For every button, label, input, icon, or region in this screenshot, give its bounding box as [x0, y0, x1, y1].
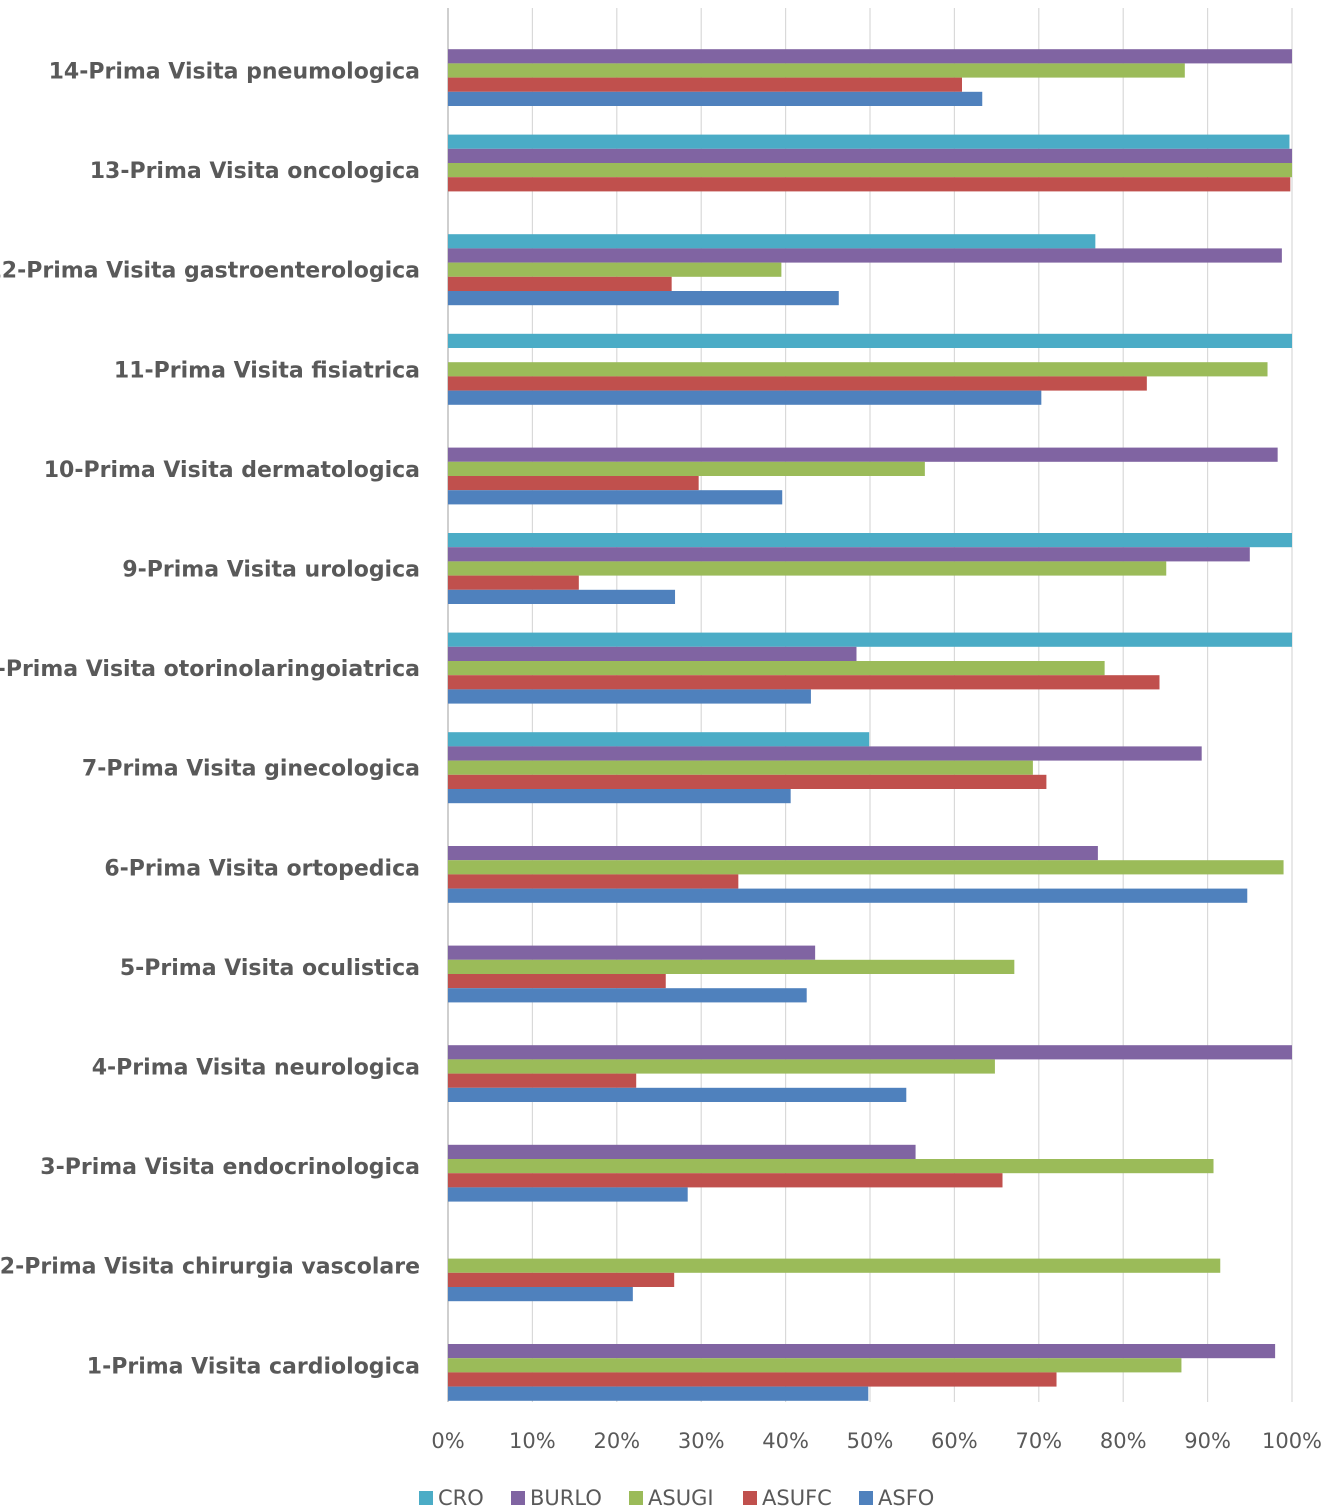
category-label: 7-Prima Visita ginecologica [82, 757, 420, 782]
bar-asfo [448, 1287, 633, 1302]
bar-asufc [448, 974, 666, 989]
legend-label-cro: CRO [438, 1486, 484, 1510]
bar-asugi [448, 760, 1033, 775]
bar-asugi [448, 1258, 1221, 1273]
bar-burlo [448, 646, 857, 661]
category-label: 1-Prima Visita cardiologica [87, 1354, 420, 1379]
bar-cro [448, 533, 1292, 548]
legend-label-burlo: BURLO [530, 1486, 602, 1510]
x-axis-ticks: 0% 10% 20% 30% 40% 50% 60% 70% 80% 90% 100% [431, 1429, 1322, 1453]
bar-asufc [448, 874, 739, 889]
bar-asugi [448, 1358, 1182, 1373]
bar-asfo [448, 291, 839, 306]
x-tick-label: 60% [931, 1429, 978, 1453]
category-label: 14-Prima Visita pneumologica [49, 60, 420, 85]
bar-burlo [448, 945, 816, 960]
legend-label-asufc: ASUFC [762, 1486, 832, 1510]
bar-asugi [448, 262, 782, 277]
category-label: 2-Prima Visita chirurgia vascolare [0, 1255, 420, 1280]
bar-burlo [448, 846, 1098, 861]
bar-asfo [448, 1187, 688, 1202]
x-tick-label: 30% [678, 1429, 725, 1453]
x-tick-label: 10% [509, 1429, 556, 1453]
bar-asfo [448, 1087, 907, 1102]
bar-burlo [448, 148, 1292, 163]
category-label: 13-Prima Visita oncologica [90, 159, 420, 184]
bar-asugi [448, 661, 1105, 676]
x-tick-label: 50% [847, 1429, 894, 1453]
legend-label-asugi: ASUGI [648, 1486, 714, 1510]
category-label: 10-Prima Visita dermatologica [44, 458, 420, 483]
bar-asufc [448, 1073, 637, 1088]
bar-cro [448, 333, 1292, 348]
category-label: 6-Prima Visita ortopedica [104, 856, 420, 881]
bar-asugi [448, 461, 925, 476]
bar-asufc [448, 376, 1147, 391]
bar-asfo [448, 91, 983, 106]
legend-swatch-burlo [511, 1491, 525, 1505]
category-label: 9-Prima Visita urologica [122, 558, 420, 583]
bar-asugi [448, 1059, 995, 1074]
legend-swatch-asfo [859, 1491, 873, 1505]
bar-burlo [448, 1344, 1276, 1359]
bar-burlo [448, 248, 1282, 263]
category-label: 4-Prima Visita neurologica [92, 1056, 420, 1081]
bar-asfo [448, 789, 791, 804]
bar-asugi [448, 561, 1167, 576]
bar-cro [448, 234, 1096, 249]
bar-cro [448, 134, 1290, 149]
bar-asufc [448, 77, 962, 92]
bar-asufc [448, 476, 699, 491]
x-tick-label: 40% [762, 1429, 809, 1453]
bar-asfo [448, 689, 811, 704]
bar-asugi [448, 163, 1292, 178]
bar-asufc [448, 276, 672, 291]
bar-asufc [448, 177, 1291, 192]
bar-burlo [448, 447, 1278, 462]
bar-asugi [448, 1159, 1214, 1174]
x-tick-label: 80% [1100, 1429, 1147, 1453]
bar-asufc [448, 1372, 1057, 1387]
x-tick-label: 100% [1262, 1429, 1322, 1453]
bar-asugi [448, 959, 1015, 974]
legend-label-asfo: ASFO [878, 1486, 934, 1510]
bar-burlo [448, 746, 1202, 761]
bar-asufc [448, 575, 579, 590]
x-tick-label: 70% [1015, 1429, 1062, 1453]
bar-asufc [448, 1173, 1003, 1188]
bar-asufc [448, 774, 1047, 789]
category-labels: 14-Prima Visita pneumologica 13-Prima Vis… [0, 60, 420, 1380]
bar-cro [448, 732, 870, 747]
bar-burlo [448, 49, 1292, 64]
category-label: 12-Prima Visita gastroenterologica [0, 259, 420, 284]
legend-swatch-cro [419, 1491, 433, 1505]
bar-asfo [448, 490, 783, 505]
bar-asfo [448, 888, 1248, 903]
category-label: 8-Prima Visita otorinolaringoiatrica [0, 657, 420, 682]
bar-burlo [448, 547, 1250, 562]
x-tick-label: 90% [1184, 1429, 1231, 1453]
bars [448, 49, 1292, 1401]
bar-asufc [448, 1272, 675, 1287]
bar-asfo [448, 589, 676, 604]
category-label: 5-Prima Visita oculistica [120, 956, 420, 981]
bar-asfo [448, 988, 807, 1003]
bar-asugi [448, 362, 1268, 377]
bar-cro [448, 632, 1292, 647]
bar-asugi [448, 63, 1185, 78]
x-tick-label: 20% [593, 1429, 640, 1453]
legend-swatch-asufc [743, 1491, 757, 1505]
legend: CRO BURLO ASUGI ASUFC ASFO [419, 1486, 934, 1510]
bar-asfo [448, 1386, 869, 1401]
legend-swatch-asugi [629, 1491, 643, 1505]
bar-asfo [448, 390, 1042, 405]
x-tick-label: 0% [431, 1429, 464, 1453]
bar-asufc [448, 675, 1160, 690]
bar-burlo [448, 1045, 1292, 1060]
bar-asugi [448, 860, 1284, 875]
category-label: 11-Prima Visita fisiatrica [114, 358, 420, 383]
bar-burlo [448, 1144, 916, 1159]
category-label: 3-Prima Visita endocrinologica [40, 1155, 420, 1180]
